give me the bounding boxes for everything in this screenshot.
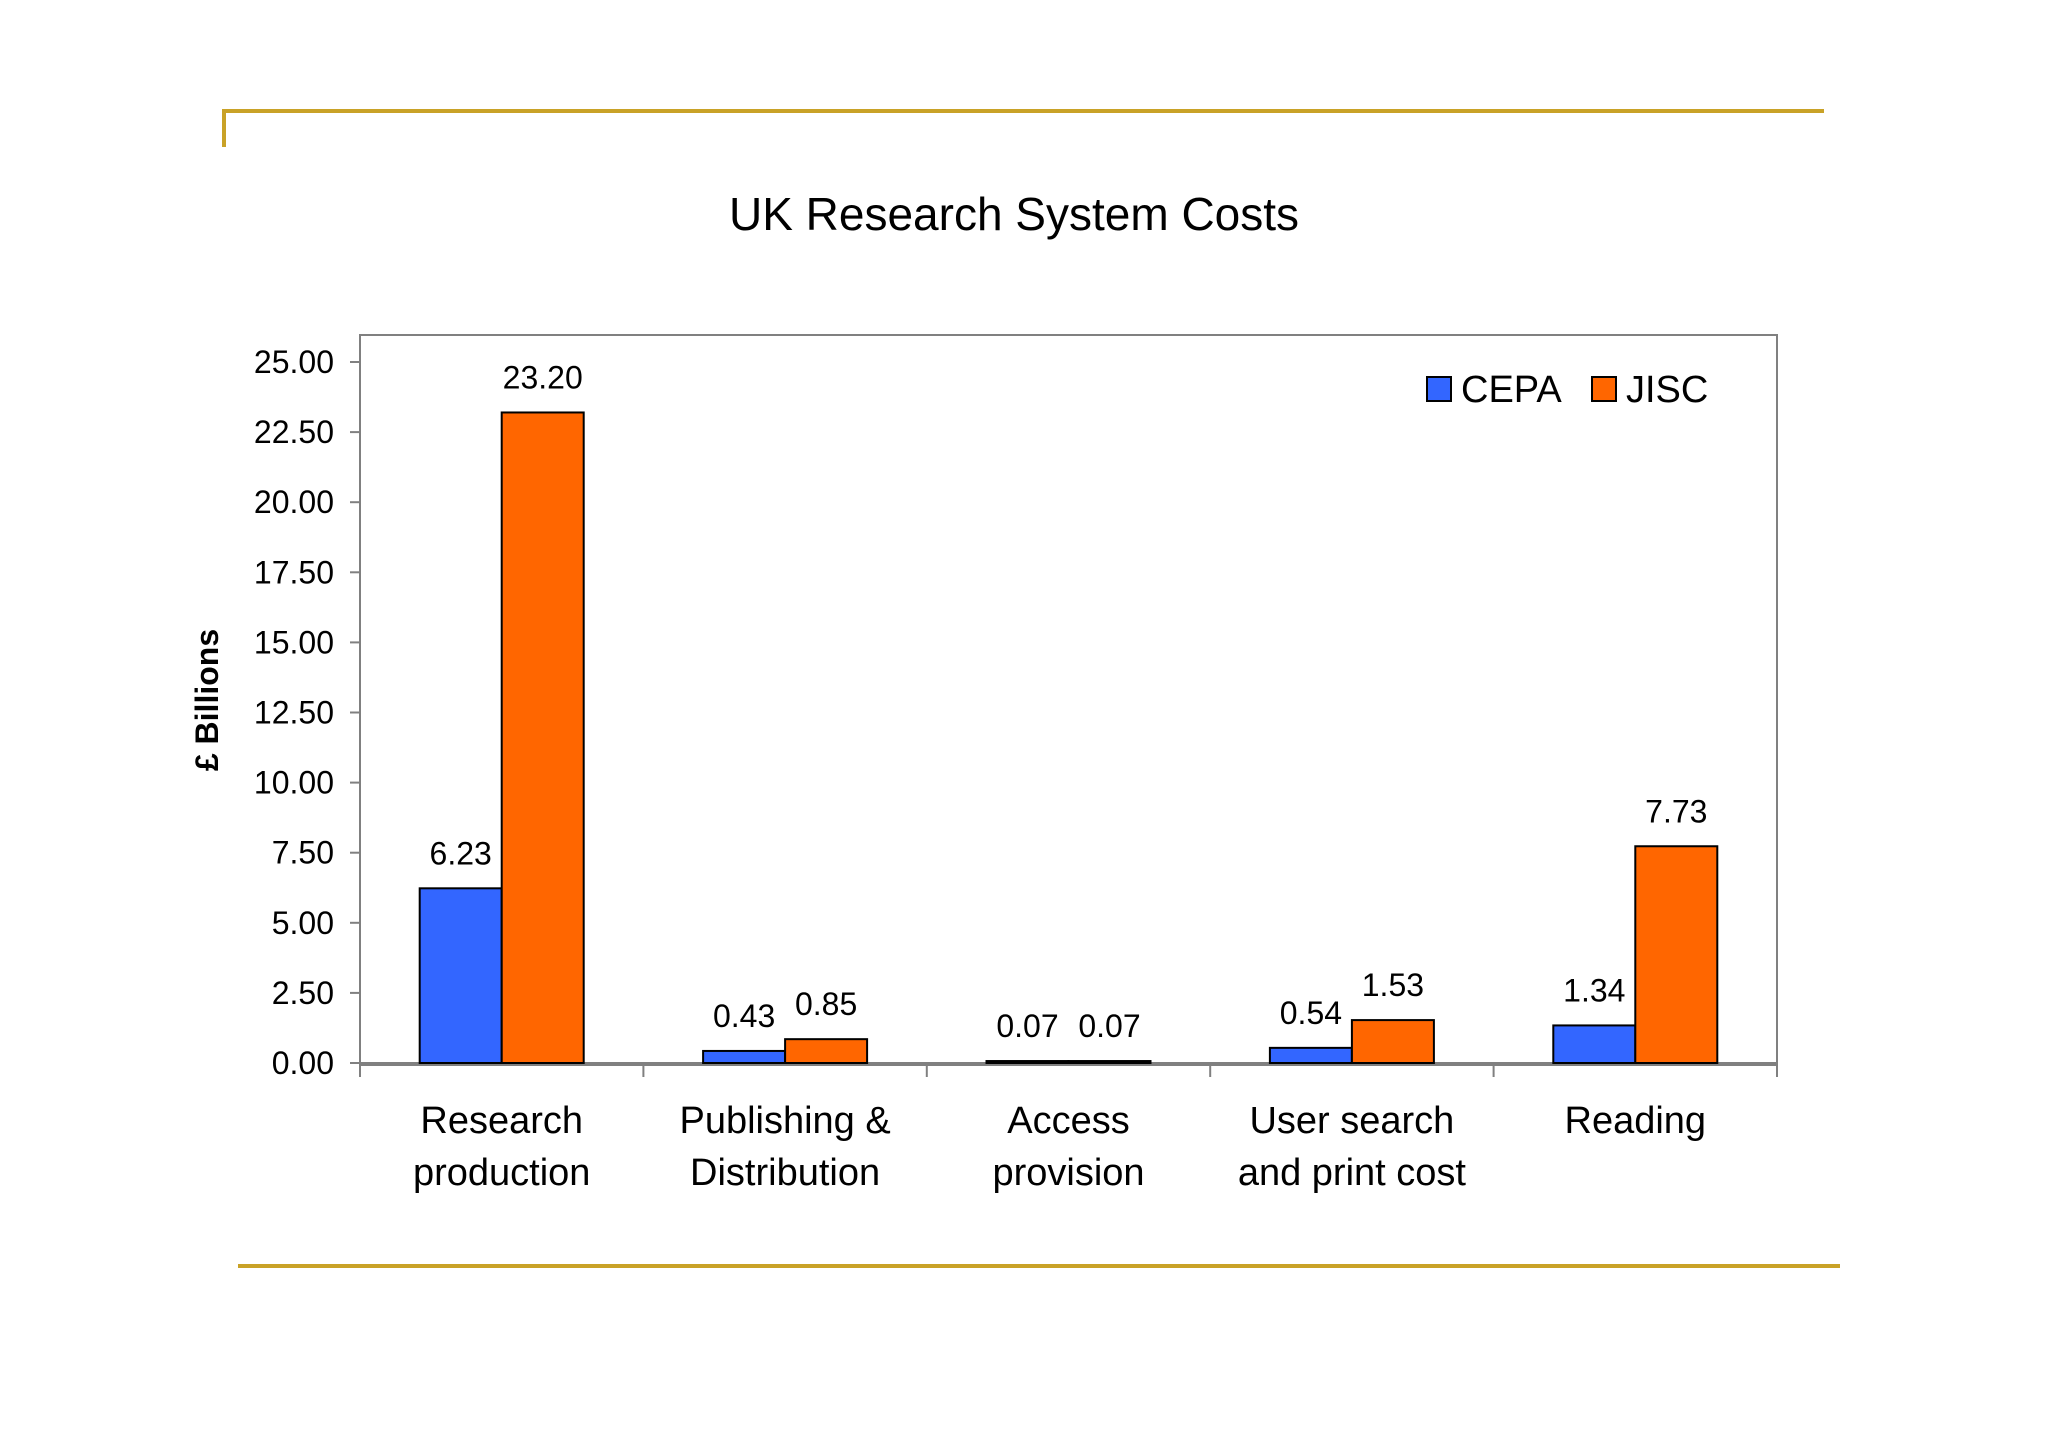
y-tick-label: 10.00 xyxy=(254,765,334,801)
category-label: Access xyxy=(1007,1100,1129,1142)
category-label: and print cost xyxy=(1238,1152,1467,1194)
data-label-jisc-0: 23.20 xyxy=(503,359,583,395)
bottom-rule xyxy=(238,1264,1840,1268)
category-label: provision xyxy=(992,1152,1144,1194)
bars xyxy=(418,411,1719,1065)
data-label-cepa-2: 0.07 xyxy=(996,1008,1058,1044)
category-labels: Research production Publishing & Distributi… xyxy=(413,1100,1706,1194)
top-rule xyxy=(222,109,1824,113)
bar-jisc-0 xyxy=(500,411,585,1064)
plot-area xyxy=(359,334,1778,1066)
y-tick-label: 12.50 xyxy=(254,695,334,731)
y-tick-label: 7.50 xyxy=(272,835,334,871)
bar-cepa-4 xyxy=(1552,1024,1637,1064)
y-axis: 0.00 2.50 5.00 7.50 10.00 12.50 15.00 17.50 20.0… xyxy=(254,335,361,1081)
legend-label-cepa: CEPA xyxy=(1461,369,1562,411)
y-tick-label: 15.00 xyxy=(254,624,334,660)
chart-title: UK Research System Costs xyxy=(729,188,1299,240)
legend-swatch-jisc xyxy=(1591,376,1617,402)
y-tick-label: 17.50 xyxy=(254,554,334,590)
data-label-jisc-3: 1.53 xyxy=(1362,967,1424,1003)
y-tick-label: 20.00 xyxy=(254,484,334,520)
y-tick-label: 2.50 xyxy=(272,975,334,1011)
bar-jisc-4 xyxy=(1634,845,1719,1064)
data-label-jisc-1: 0.85 xyxy=(795,986,857,1022)
data-label-jisc-4: 7.73 xyxy=(1645,793,1707,829)
category-label: production xyxy=(413,1152,590,1194)
y-tick-label: 25.00 xyxy=(254,344,334,380)
data-label-cepa-1: 0.43 xyxy=(713,998,775,1034)
y-tick-label: 5.00 xyxy=(272,905,334,941)
bar-jisc-3 xyxy=(1350,1019,1435,1065)
data-label-cepa-0: 6.23 xyxy=(430,835,492,871)
category-label: Research xyxy=(420,1100,583,1142)
y-tick-label: 22.50 xyxy=(254,414,334,450)
category-label: Distribution xyxy=(690,1152,880,1194)
category-label: Reading xyxy=(1565,1100,1707,1142)
y-tick-label: 0.00 xyxy=(272,1045,334,1081)
data-label-cepa-3: 0.54 xyxy=(1280,995,1342,1031)
data-label-jisc-2: 0.07 xyxy=(1078,1008,1140,1044)
legend: CEPA JISC xyxy=(1426,369,1708,411)
data-label-cepa-4: 1.34 xyxy=(1563,972,1625,1008)
bar-jisc-2 xyxy=(1067,1060,1152,1065)
y-axis-label: £ Billions xyxy=(189,629,225,771)
bar-cepa-2 xyxy=(985,1060,1070,1065)
top-rule-tick xyxy=(222,109,226,147)
bar-jisc-1 xyxy=(784,1038,869,1065)
category-label: Publishing & xyxy=(679,1100,890,1142)
bar-cepa-3 xyxy=(1268,1046,1353,1064)
legend-label-jisc: JISC xyxy=(1626,369,1708,411)
legend-swatch-cepa xyxy=(1426,376,1452,402)
category-label: User search xyxy=(1249,1100,1454,1142)
bar-cepa-1 xyxy=(702,1049,787,1064)
data-labels: 6.23 23.20 0.43 0.85 0.07 0.07 0.54 1.53 1.34 7.7… xyxy=(430,359,1708,1044)
bar-cepa-0 xyxy=(418,887,503,1064)
